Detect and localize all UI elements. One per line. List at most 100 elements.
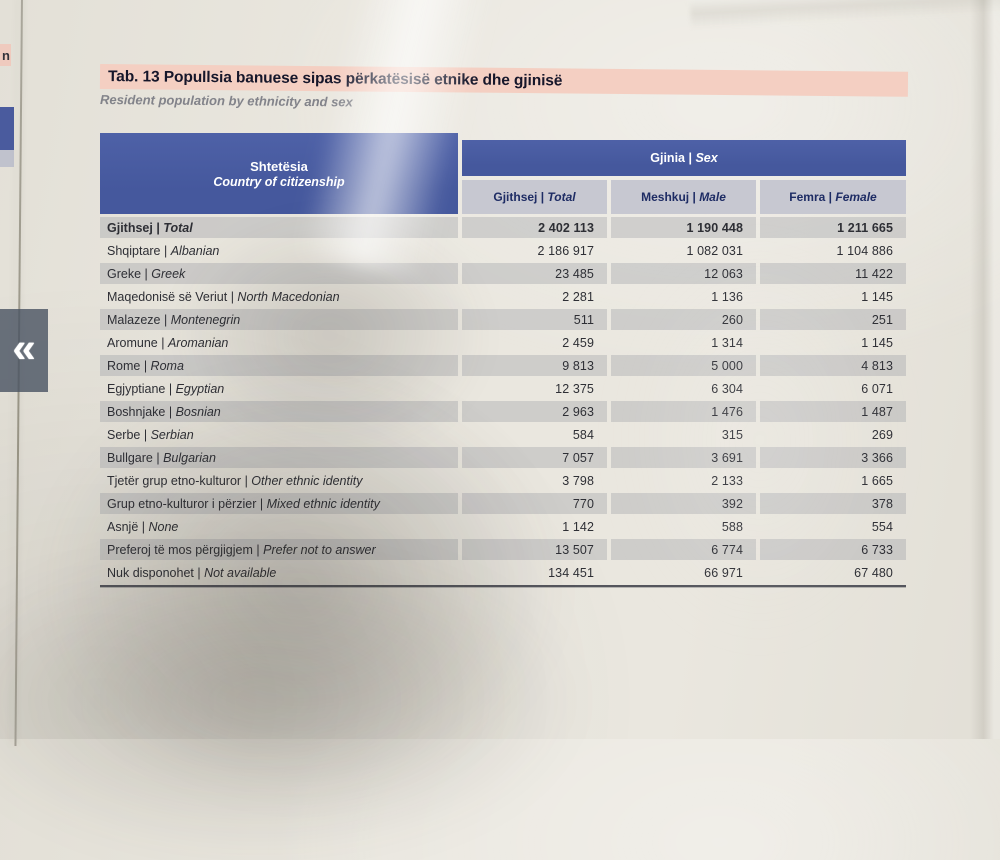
cell-total: 2 186 917 [537,243,594,258]
previous-image-button[interactable]: « [0,309,48,392]
row-label-separator: | [160,243,171,258]
table-title-english: Resident population by ethnicity and sex [99,92,353,110]
cell-female: 11 422 [760,263,906,284]
table-row: Aromune | Aromanian 2 459 1 314 1 145 [100,332,906,353]
table-row: Serbe | Serbian 584 315 269 [100,424,906,445]
cell-total: 134 451 [548,565,594,580]
row-label-english: None [148,519,179,534]
row-label-english: Not available [204,565,277,580]
row-label-separator: | [157,335,168,350]
cell-female: 1 145 [861,289,893,304]
col-separator: | [828,190,833,204]
row-label-english: Serbian [150,427,194,442]
row-group-header-cell: Shtetësia Country of citizenship [100,133,458,214]
cell-total: 2 281 [562,289,594,304]
cell-female: 1 145 [861,335,893,350]
cell-male: 1 190 448 [611,217,756,238]
row-label: Preferoj të mos përgjigjem | Prefer not … [100,539,458,560]
table-row: Egjyptiane | Egyptian 12 375 6 304 6 071 [100,378,906,399]
row-label: Gjithsej | Total [100,217,458,238]
row-label-albanian: Preferoj të mos përgjigjem [107,542,253,557]
cell-female: 269 [871,427,893,442]
table-row: Preferoj të mos përgjigjem | Prefer not … [100,539,906,560]
cell-total: 2 963 [462,401,607,422]
column-header-male: Meshkuj | Male [611,180,756,214]
cell-total: 2 459 [562,335,594,350]
table-row: Greke | Greek 23 485 12 063 11 422 [100,263,906,284]
row-label-albanian: Tjetër grup etno-kulturor [107,473,242,488]
row-label-albanian: Grup etno-kulturor i përzier [107,496,257,511]
row-label: Serbe | Serbian [100,424,458,445]
row-label-separator: | [160,312,171,327]
column-header-total: Gjithsej | Total [462,180,607,214]
row-label-albanian: Boshnjake [107,404,166,419]
cell-male: 260 [611,309,756,330]
cell-female: 378 [760,493,906,514]
table-title-band: Tab. 13 Popullsia banuese sipas përkatës… [99,64,909,97]
cell-total: 584 [572,427,594,442]
row-label-albanian: Egjyptiane [107,381,166,396]
row-label: Grup etno-kulturor i përzier | Mixed eth… [100,493,458,514]
row-label-english: Mixed ethnic identity [266,496,380,511]
row-label-separator: | [152,220,164,235]
column-group-header: Gjinia | Sex Gjithsej | Total Meshkuj | … [462,140,906,214]
cell-total: 12 375 [555,381,594,396]
row-label-separator: | [165,404,176,419]
cell-female: 3 366 [760,447,906,468]
col-male-albanian: Meshkuj [641,190,690,204]
cell-male: 6 304 [711,381,743,396]
row-label-separator: | [140,358,151,373]
row-label-english: Other ethnic identity [251,473,363,488]
cell-total: 2 402 113 [462,217,607,238]
cell-male: 12 063 [611,263,756,284]
row-label-albanian: Shqiptare [107,243,161,258]
chevron-double-left-icon: « [12,323,36,371]
cell-female: 1 487 [760,401,906,422]
row-label-albanian: Aromune [107,335,158,350]
previous-page-subheader-fragment [0,150,14,167]
cell-female: 1 211 665 [760,217,906,238]
row-label: Bullgare | Bulgarian [100,447,458,468]
table-row: Asnjë | None 1 142 588 554 [100,516,906,537]
table-row: Rome | Roma 9 813 5 000 4 813 [100,355,906,376]
cell-female: 6 733 [760,539,906,560]
column-subheaders: Gjithsej | Total Meshkuj | Male Femra | … [462,180,906,214]
population-table: Shtetësia Country of citizenship Gjinia … [100,133,906,587]
previous-page-sliver: n [0,0,23,746]
row-label-english: Egyptian [175,381,225,396]
row-label-separator: | [193,565,205,580]
page-corner-highlight [689,0,1000,29]
cell-total: 9 813 [462,355,607,376]
row-label-albanian: Serbe [107,427,141,442]
table-row: Bullgare | Bulgarian 7 057 3 691 3 366 [100,447,906,468]
row-header-english: Country of citizenship [213,174,345,189]
header-separator: | [688,151,692,165]
table-row: Nuk disponohet | Not available 134 451 66 … [100,562,906,583]
row-header-albanian: Shtetësia [250,158,308,174]
cell-female: 1 665 [861,473,893,488]
cell-total: 13 507 [462,539,607,560]
table-row: Maqedonisë së Veriut | North Macedonian 2… [100,286,906,307]
cell-male: 6 774 [611,539,756,560]
row-label-separator: | [256,496,267,511]
table-row: Shqiptare | Albanian 2 186 917 1 082 031 1 … [100,240,906,261]
row-label-english: Prefer not to answer [263,542,376,557]
row-label-albanian: Maqedonisë së Veriut [107,289,228,304]
row-label-separator: | [227,289,238,304]
row-label-albanian: Asnjë [107,519,139,534]
row-label-english: Montenegrin [170,312,241,327]
col-separator: | [692,190,696,204]
table-row: Malazeze | Montenegrin 511 260 251 [100,309,906,330]
row-label-albanian: Bullgare [107,450,153,465]
row-label-english: Roma [150,358,184,373]
previous-page-title-fragment: n [0,44,11,66]
row-label-separator: | [138,519,149,534]
col-total-albanian: Gjithsej [493,190,538,204]
row-label: Boshnjake | Bosnian [100,401,458,422]
row-label-separator: | [241,473,252,488]
cell-male: 2 133 [711,473,743,488]
row-label-albanian: Greke [107,266,142,281]
cell-female: 6 071 [861,381,893,396]
row-label: Nuk disponohet | Not available [100,562,458,583]
row-label: Egjyptiane | Egyptian [100,378,458,399]
